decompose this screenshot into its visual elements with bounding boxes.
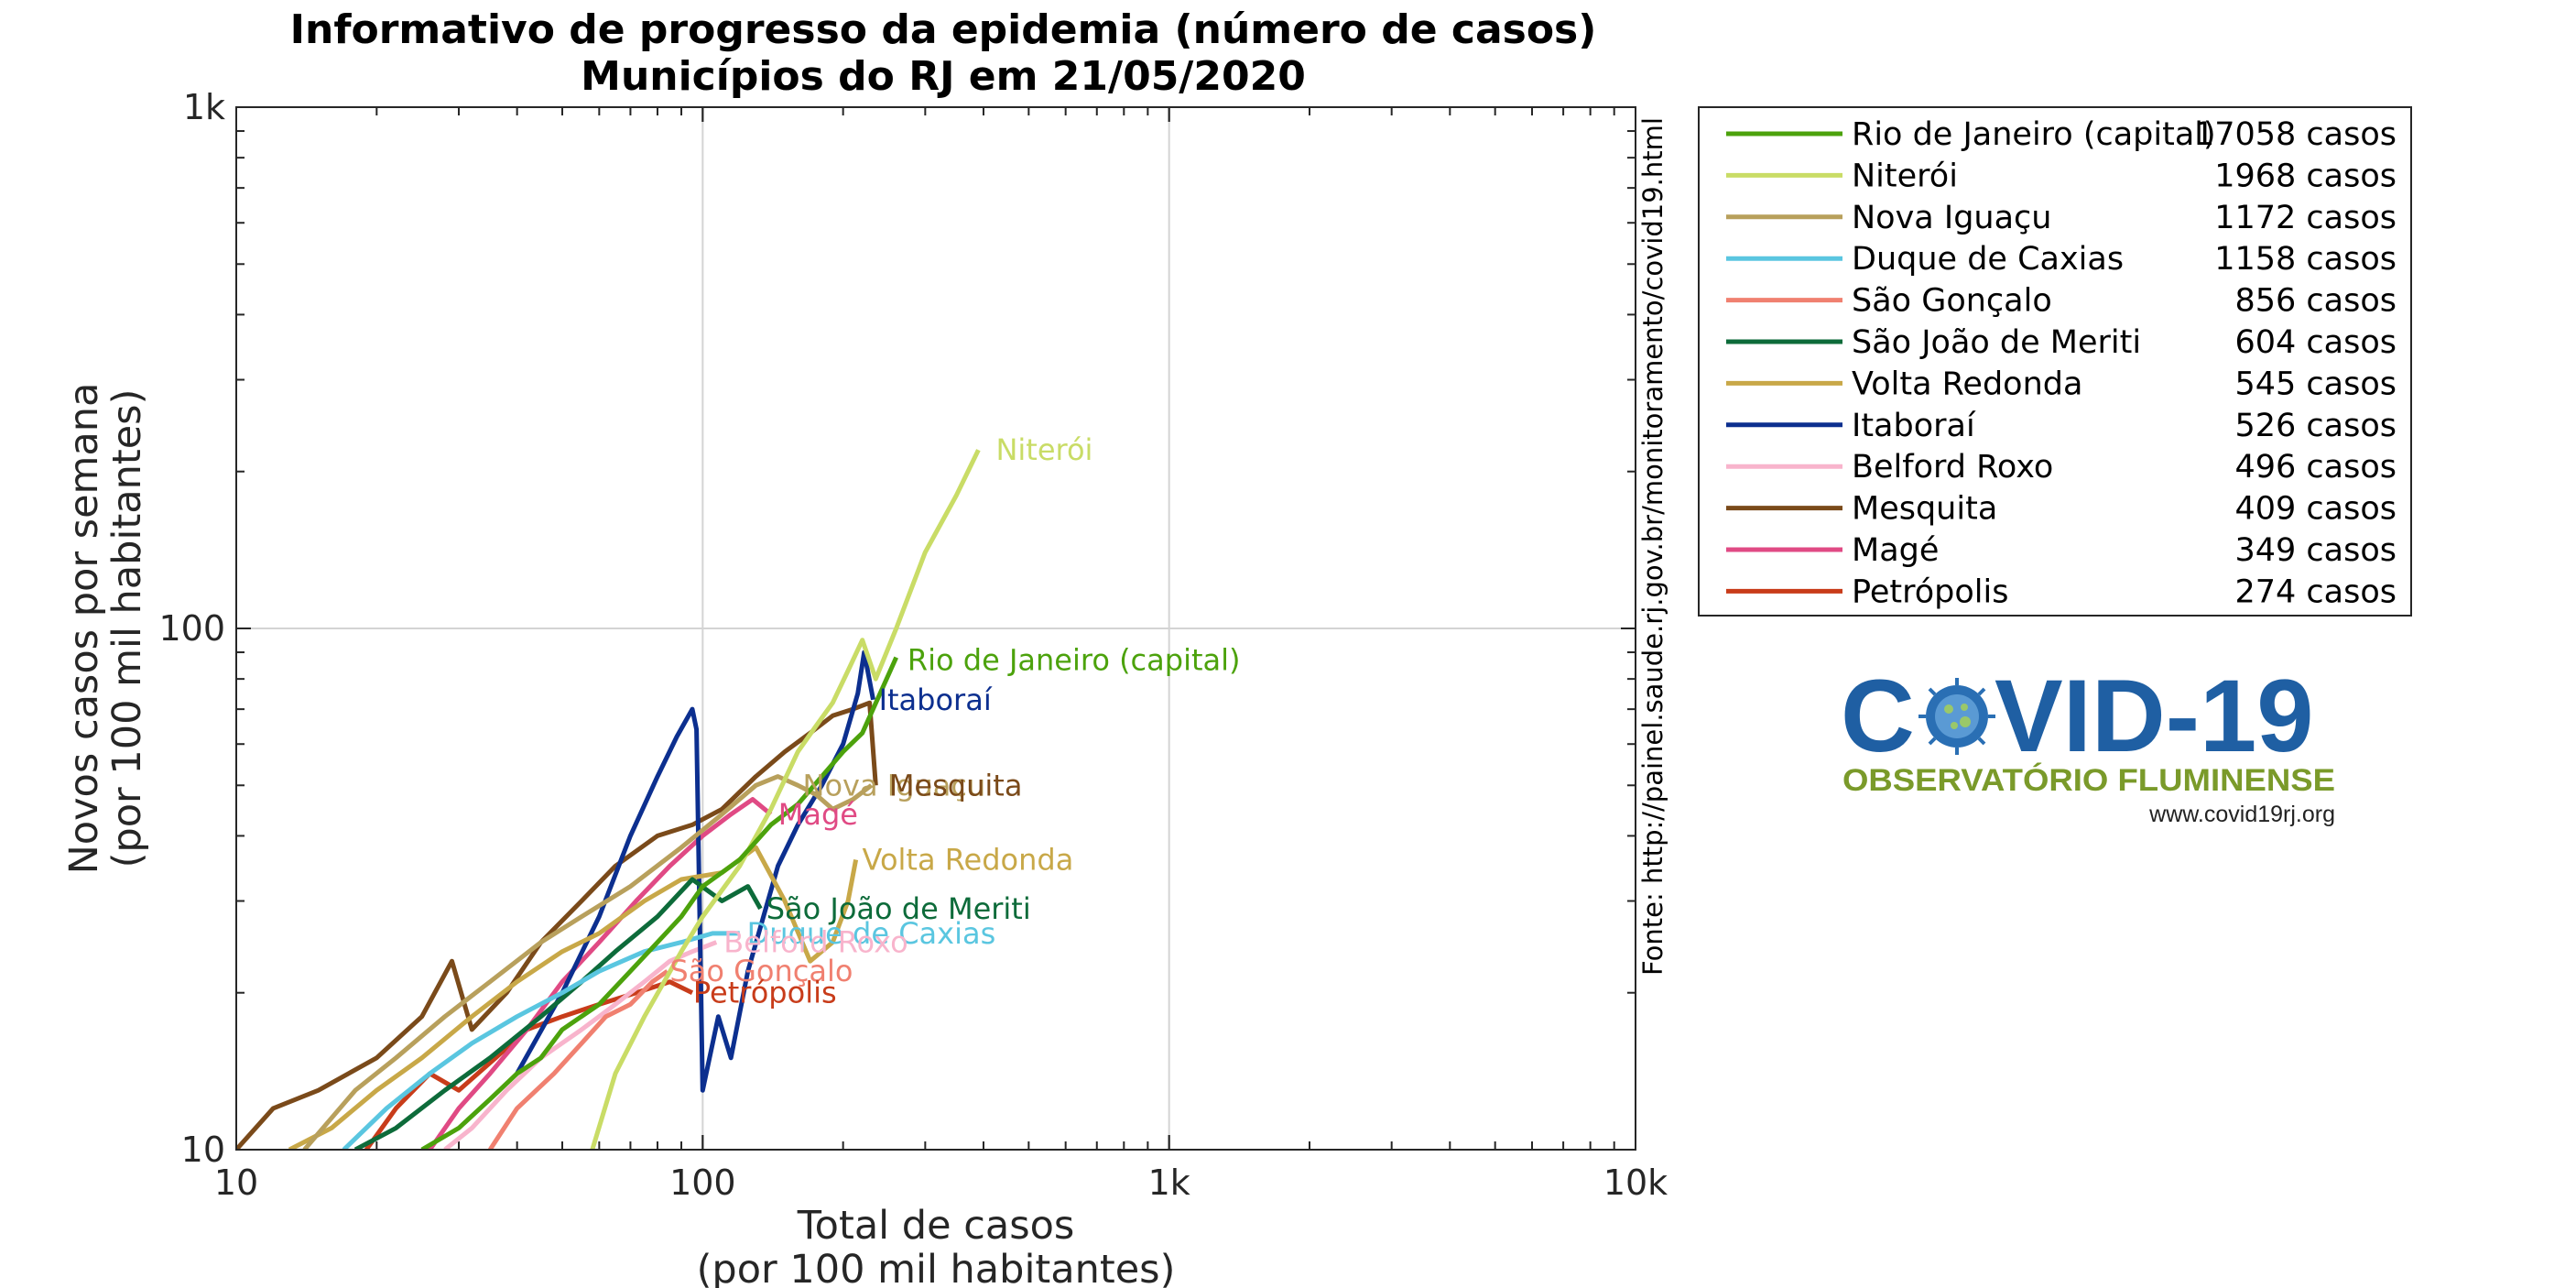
legend-series-name: São Gonçalo — [1852, 283, 2052, 320]
legend-series-name: Nova Iguaçu — [1852, 200, 2051, 236]
legend-case-count: 274 casos — [2234, 573, 2397, 610]
legend-series-name: Duque de Caxias — [1852, 241, 2124, 278]
logo-word-vid19: VID-19 — [1994, 661, 2314, 773]
legend-case-count: 1172 casos — [2214, 200, 2397, 236]
legend-case-count: 17058 casos — [2194, 116, 2397, 153]
series-end-label: São Gonçalo — [669, 954, 853, 988]
chart-title-line-1: Informativo de progresso da epidemia (nú… — [290, 6, 1597, 53]
source-note: Fonte: http://painel.saude.rj.gov.br/mon… — [1637, 117, 1668, 976]
legend-series-name: Niterói — [1852, 158, 1958, 194]
series-end-label: Niterói — [995, 432, 1092, 467]
y-axis-label-line-2: (por 100 mil habitantes) — [104, 389, 150, 868]
x-tick-label: 10k — [1603, 1162, 1668, 1203]
x-tick-label: 100 — [669, 1162, 736, 1203]
logo-subtitle: OBSERVATÓRIO FLUMINENSE — [1842, 763, 2335, 798]
y-tick-label: 1k — [183, 87, 225, 127]
series-line-niter-i — [590, 449, 981, 1150]
legend-case-count: 545 casos — [2234, 366, 2397, 402]
tick-labels: 10 100 1k 10k 10 100 1k — [158, 87, 1668, 1203]
series-lines — [236, 449, 981, 1150]
series-end-label: Volta Redonda — [863, 842, 1074, 877]
series-line-nova-igua-u — [302, 774, 874, 1150]
series-end-label: Itaboraí — [879, 682, 993, 717]
legend-case-count: 1968 casos — [2214, 158, 2397, 194]
chart-title-line-2: Municípios do RJ em 21/05/2020 — [581, 53, 1306, 100]
legend-case-count: 409 casos — [2234, 491, 2397, 528]
legend-case-count: 1158 casos — [2214, 241, 2397, 278]
minor-ticks — [235, 106, 1636, 1151]
covid19-logo: C VID-19 OBSERVATÓRIO FLUMINENSE www.cov… — [1841, 661, 2335, 827]
series-line-s-o-jo-o-de-meriti — [353, 877, 763, 1150]
series-end-label: Nova Iguaçu — [803, 768, 986, 802]
y-tick-label: 100 — [158, 608, 225, 649]
logo-letter-c: C — [1841, 661, 1915, 773]
x-tick-label: 1k — [1148, 1162, 1190, 1203]
x-axis-label-line-1: Total de casos — [797, 1203, 1075, 1249]
legend-case-count: 856 casos — [2234, 283, 2397, 320]
legend-series-name: Volta Redonda — [1852, 366, 2082, 402]
series-end-label: Mesquita — [889, 768, 1023, 802]
series-end-label: Magé — [778, 797, 858, 832]
x-axis-label-line-2: (por 100 mil habitantes) — [697, 1247, 1176, 1288]
series-end-label: São João de Meriti — [766, 891, 1031, 926]
legend-box — [1698, 106, 2412, 617]
series-labels: Rio de Janeiro (capital) Niterói Nova Igua… — [669, 432, 1240, 1010]
legend-case-count: 349 casos — [2234, 532, 2397, 569]
series-end-label: Petrópolis — [693, 976, 837, 1010]
series-end-label: Belford Roxo — [723, 925, 908, 960]
y-axis-label-line-1: Novos casos por semana — [61, 383, 107, 875]
legend-case-count: 604 casos — [2234, 324, 2397, 361]
legend-series-name: Rio de Janeiro (capital) — [1852, 116, 2216, 153]
series-end-label: Duque de Caxias — [747, 916, 996, 951]
legend-case-count: 526 casos — [2234, 408, 2397, 444]
legend-series-name: Mesquita — [1852, 491, 1997, 528]
legend-series-name: Belford Roxo — [1852, 449, 2053, 486]
series-line-rio-de-janeiro-capital- — [420, 656, 898, 1150]
series-line-itabora- — [515, 649, 875, 1093]
series-line-volta-redonda — [288, 845, 859, 1150]
y-tick-label: 10 — [181, 1130, 225, 1170]
logo-url: www.covid19rj.org — [2148, 802, 2335, 827]
virus-icon — [1918, 678, 1995, 755]
series-line-s-o-gon-alo — [488, 969, 669, 1150]
x-tick-label: 10 — [214, 1162, 258, 1203]
plot-frame — [235, 106, 1636, 1151]
legend: Rio de Janeiro (capital)17058 casos Niter… — [1726, 116, 2397, 610]
legend-series-name: São João de Meriti — [1852, 324, 2141, 361]
series-end-label: Rio de Janeiro (capital) — [908, 642, 1241, 677]
legend-series-name: Magé — [1852, 532, 1939, 569]
series-line-duque-de-caxias — [342, 931, 740, 1150]
series-line-mesquita — [236, 700, 878, 1150]
legend-case-count: 496 casos — [2234, 449, 2397, 486]
legend-series-name: Petrópolis — [1852, 573, 2008, 610]
legend-series-name: Itaboraí — [1852, 408, 1976, 444]
